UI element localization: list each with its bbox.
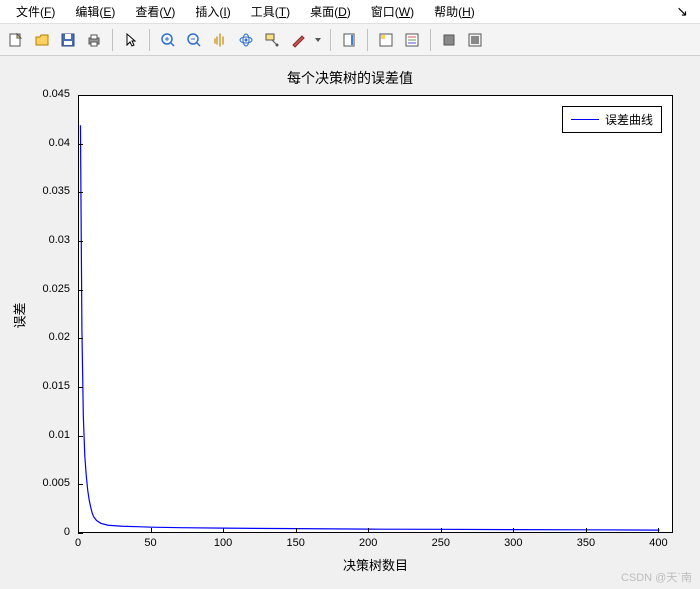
- insert-legend-icon[interactable]: [374, 28, 398, 52]
- x-tick-label: 350: [571, 537, 601, 549]
- x-tick-label: 50: [136, 537, 166, 549]
- legend[interactable]: 误差曲线: [562, 106, 662, 133]
- insert-colorbar-icon[interactable]: [337, 28, 361, 52]
- legend-swatch: [571, 119, 599, 120]
- pan-icon[interactable]: [208, 28, 232, 52]
- menu-tools[interactable]: 工具(T): [241, 1, 300, 22]
- plot-line: [79, 96, 672, 532]
- legend-label: 误差曲线: [605, 111, 653, 128]
- figure-area: 每个决策树的误差值 误差曲线 误差 决策树数目 0 0.005 0.01 0.015 0…: [0, 56, 700, 589]
- x-tick-label: 400: [643, 537, 673, 549]
- dropdown-arrow-icon[interactable]: [312, 28, 324, 52]
- show-tools-icon[interactable]: [463, 28, 487, 52]
- toolbar-separator: [330, 29, 331, 51]
- pointer-icon[interactable]: [119, 28, 143, 52]
- new-figure-icon[interactable]: [4, 28, 28, 52]
- menu-file[interactable]: 文件(F): [6, 1, 65, 22]
- print-icon[interactable]: [82, 28, 106, 52]
- save-icon[interactable]: [56, 28, 80, 52]
- x-tick-label: 300: [498, 537, 528, 549]
- y-tick-label: 0.015: [0, 380, 70, 392]
- y-tick-label: 0.045: [0, 88, 70, 100]
- zoom-out-icon[interactable]: [182, 28, 206, 52]
- x-tick-label: 0: [63, 537, 93, 549]
- y-tick-label: 0.03: [0, 234, 70, 246]
- toolbar: [0, 24, 700, 56]
- y-tick-label: 0.005: [0, 477, 70, 489]
- y-axis-label: 误差: [10, 302, 29, 328]
- x-tick-label: 100: [208, 537, 238, 549]
- menu-help[interactable]: 帮助(H): [424, 1, 485, 22]
- x-axis-label: 决策树数目: [78, 555, 673, 574]
- menubar: 文件(F) 编辑(E) 查看(V) 插入(I) 工具(T) 桌面(D) 窗口(W…: [0, 0, 700, 24]
- y-tick-label: 0.01: [0, 429, 70, 441]
- toolbar-separator: [430, 29, 431, 51]
- x-tick-label: 200: [353, 537, 383, 549]
- y-tick-label: 0: [0, 526, 70, 538]
- rotate-3d-icon[interactable]: [234, 28, 258, 52]
- toolbar-separator: [149, 29, 150, 51]
- watermark: CSDN @天`南: [621, 569, 692, 585]
- link-plot-icon[interactable]: [400, 28, 424, 52]
- open-icon[interactable]: [30, 28, 54, 52]
- data-cursor-icon[interactable]: [260, 28, 284, 52]
- toolbar-separator: [112, 29, 113, 51]
- brush-icon[interactable]: [286, 28, 310, 52]
- menu-insert[interactable]: 插入(I): [185, 1, 240, 22]
- x-tick-label: 150: [281, 537, 311, 549]
- y-tick-label: 0.035: [0, 185, 70, 197]
- menu-desktop[interactable]: 桌面(D): [300, 1, 361, 22]
- x-tick-label: 250: [426, 537, 456, 549]
- menu-view[interactable]: 查看(V): [125, 1, 185, 22]
- y-tick-label: 0.02: [0, 331, 70, 343]
- chart-axes: 误差曲线: [78, 95, 673, 533]
- toolbar-separator: [367, 29, 368, 51]
- zoom-in-icon[interactable]: [156, 28, 180, 52]
- menu-window[interactable]: 窗口(W): [361, 1, 424, 22]
- dock-icon[interactable]: ↘: [676, 3, 694, 20]
- y-tick-label: 0.04: [0, 137, 70, 149]
- chart-title: 每个决策树的误差值: [0, 56, 700, 88]
- menu-edit[interactable]: 编辑(E): [65, 1, 125, 22]
- hide-tools-icon[interactable]: [437, 28, 461, 52]
- y-tick-label: 0.025: [0, 283, 70, 295]
